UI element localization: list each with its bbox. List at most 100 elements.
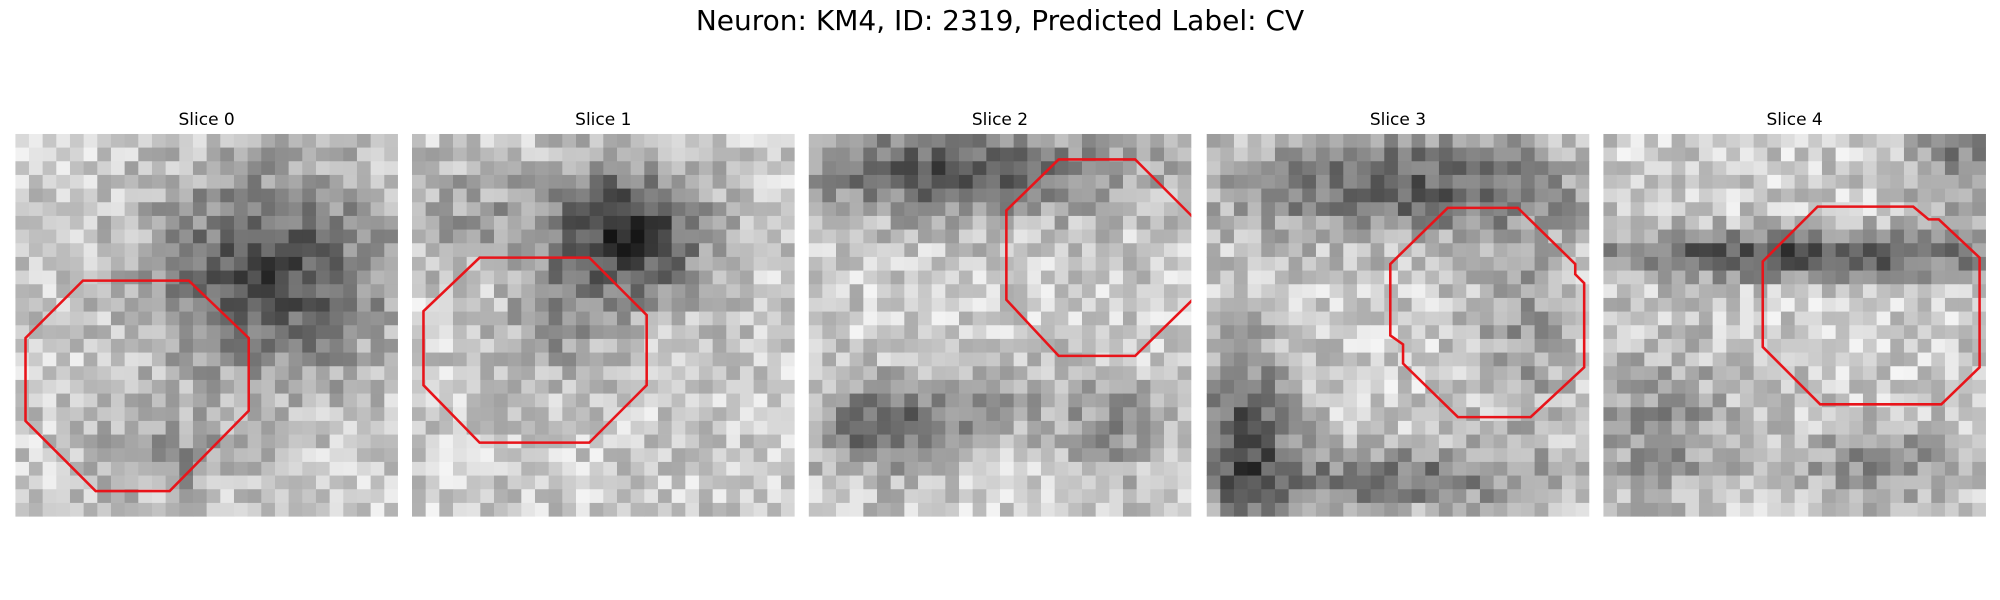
slice-image bbox=[808, 133, 1192, 517]
pixel bbox=[1561, 502, 1576, 517]
pixel bbox=[1876, 229, 1891, 244]
pixel bbox=[1548, 270, 1563, 285]
pixel bbox=[999, 338, 1015, 353]
pixel bbox=[124, 174, 139, 189]
pixel bbox=[439, 202, 454, 217]
pixel bbox=[671, 420, 686, 435]
pixel bbox=[890, 475, 905, 490]
pixel bbox=[329, 297, 344, 312]
pixel bbox=[1261, 448, 1276, 463]
pixel bbox=[356, 352, 372, 367]
pixel bbox=[1220, 366, 1235, 381]
pixel bbox=[1671, 133, 1686, 148]
pixel bbox=[904, 448, 919, 463]
pixel bbox=[274, 297, 290, 312]
pixel bbox=[1122, 202, 1138, 217]
pixel bbox=[42, 256, 57, 271]
pixel bbox=[1315, 188, 1331, 203]
pixel bbox=[439, 147, 454, 162]
pixel bbox=[917, 284, 933, 299]
pixel bbox=[425, 174, 440, 189]
pixel bbox=[863, 284, 878, 299]
pixel bbox=[712, 489, 727, 504]
pixel bbox=[863, 461, 878, 476]
pixel bbox=[261, 502, 276, 517]
pixel bbox=[1808, 133, 1823, 148]
pixel bbox=[1767, 325, 1782, 340]
pixel bbox=[411, 434, 427, 449]
pixel bbox=[890, 393, 905, 408]
pixel bbox=[1343, 489, 1358, 504]
pixel bbox=[1233, 270, 1249, 285]
pixel bbox=[288, 243, 303, 258]
roi-outline bbox=[1761, 205, 1981, 406]
pixel bbox=[1288, 393, 1303, 408]
pixel bbox=[644, 284, 659, 299]
pixel bbox=[1890, 420, 1905, 435]
pixel bbox=[233, 461, 249, 476]
pixel bbox=[384, 297, 398, 312]
pixel bbox=[1233, 448, 1249, 463]
pixel bbox=[685, 489, 700, 504]
pixel bbox=[42, 325, 57, 340]
pixel bbox=[548, 297, 563, 312]
pixel bbox=[712, 256, 727, 271]
pixel bbox=[904, 188, 919, 203]
pixel bbox=[1849, 188, 1864, 203]
pixel bbox=[1739, 502, 1755, 517]
pixel bbox=[1122, 393, 1138, 408]
pixel bbox=[1302, 284, 1317, 299]
pixel bbox=[1233, 366, 1249, 381]
pixel bbox=[1220, 133, 1235, 148]
pixel bbox=[644, 475, 659, 490]
pixel bbox=[302, 379, 317, 394]
pixel bbox=[1081, 489, 1097, 504]
pixel bbox=[603, 147, 618, 162]
pixel bbox=[1876, 284, 1891, 299]
pixel bbox=[343, 174, 358, 189]
pixel bbox=[630, 161, 645, 176]
pixel bbox=[343, 338, 358, 353]
pixel bbox=[384, 338, 398, 353]
pixel bbox=[1027, 243, 1042, 258]
pixel bbox=[753, 311, 768, 326]
pixel bbox=[739, 434, 755, 449]
pixel bbox=[1479, 270, 1494, 285]
pixel bbox=[1438, 338, 1453, 353]
pixel bbox=[1808, 461, 1823, 476]
pixel bbox=[1274, 325, 1290, 340]
pixel bbox=[849, 434, 864, 449]
pixel bbox=[343, 243, 358, 258]
pixel bbox=[1890, 229, 1905, 244]
pixel bbox=[1890, 502, 1905, 517]
pixel bbox=[493, 502, 509, 517]
pixel bbox=[917, 434, 933, 449]
pixel bbox=[972, 489, 987, 504]
pixel bbox=[110, 243, 126, 258]
pixel bbox=[890, 311, 905, 326]
pixel bbox=[343, 270, 358, 285]
pixel bbox=[1040, 420, 1056, 435]
pixel bbox=[999, 502, 1015, 517]
pixel bbox=[1753, 379, 1768, 394]
pixel bbox=[808, 229, 823, 244]
pixel bbox=[179, 407, 194, 422]
pixel bbox=[780, 174, 795, 189]
pixel bbox=[247, 284, 262, 299]
pixel bbox=[1397, 489, 1412, 504]
pixel bbox=[1247, 133, 1262, 148]
pixel bbox=[439, 256, 454, 271]
pixel bbox=[1931, 448, 1946, 463]
pixel bbox=[671, 393, 686, 408]
pixel bbox=[1739, 393, 1755, 408]
pixel bbox=[329, 379, 344, 394]
pixel bbox=[274, 338, 290, 353]
pixel bbox=[1972, 243, 1986, 258]
pixel bbox=[124, 161, 139, 176]
pixel bbox=[548, 311, 563, 326]
pixel bbox=[575, 393, 591, 408]
pixel bbox=[247, 133, 262, 148]
pixel bbox=[124, 407, 139, 422]
pixel bbox=[1150, 393, 1165, 408]
pixel bbox=[1261, 379, 1276, 394]
